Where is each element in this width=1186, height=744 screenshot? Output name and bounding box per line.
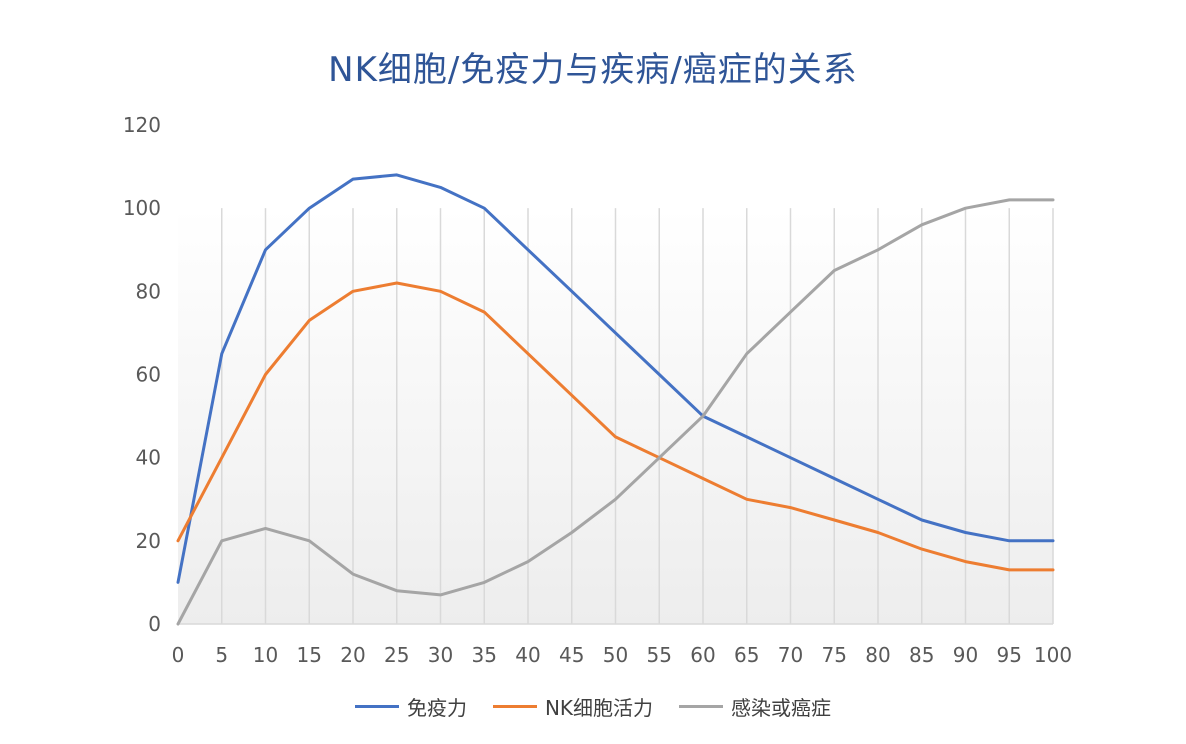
axes: 0 20 40 60 80 100 120 0 5 10 15 20 25 30 35 40 45 50 55 60 6…	[123, 113, 1072, 667]
x-tick-label: 75	[822, 643, 847, 667]
legend-swatch	[492, 705, 537, 708]
x-tick-label: 15	[297, 643, 322, 667]
y-tick-label: 120	[123, 113, 161, 137]
y-tick-label: 20	[136, 529, 161, 553]
x-tick-label: 10	[253, 643, 278, 667]
x-tick-label: 35	[472, 643, 497, 667]
x-tick-label: 30	[428, 643, 453, 667]
x-tick-label: 70	[778, 643, 803, 667]
y-tick-label: 80	[136, 279, 161, 303]
series-line-2	[176, 281, 1055, 572]
x-tick-label: 55	[647, 643, 672, 667]
x-tick-label: 100	[1034, 643, 1072, 667]
x-tick-label: 45	[559, 643, 584, 667]
x-tick-label: 60	[690, 643, 715, 667]
y-tick-label: 40	[136, 446, 161, 470]
x-tick-label: 95	[997, 643, 1022, 667]
x-tick-label: 20	[340, 643, 365, 667]
legend-item-1: 免疫力	[354, 692, 467, 721]
x-tick-label: 65	[734, 643, 759, 667]
series-line-1	[176, 173, 1055, 584]
y-tick-label: 100	[123, 196, 161, 220]
chart-title: NK细胞/免疫力与疾病/癌症的关系	[328, 50, 858, 90]
y-tick-label: 0	[148, 612, 161, 636]
legend-item-3: 感染或癌症	[679, 692, 831, 721]
x-tick-label: 50	[603, 643, 628, 667]
legend: 免疫力 NK细胞活力 感染或癌症	[0, 692, 1186, 721]
y-tick-label: 60	[136, 363, 161, 387]
series-lines	[176, 173, 1055, 626]
legend-label: 感染或癌症	[731, 696, 832, 720]
x-tick-label: 0	[172, 643, 185, 667]
x-tick-label: 90	[953, 643, 978, 667]
legend-swatch	[679, 705, 724, 708]
series-line-3	[176, 198, 1055, 626]
x-tick-label: 85	[909, 643, 934, 667]
x-tick-label: 25	[384, 643, 409, 667]
x-tick-label: 40	[515, 643, 540, 667]
x-tick-label: 5	[215, 643, 228, 667]
legend-label: NK细胞活力	[544, 696, 654, 720]
legend-label: 免疫力	[406, 696, 467, 720]
legend-swatch	[354, 705, 399, 708]
legend-item-2: NK细胞活力	[492, 692, 654, 721]
x-tick-label: 80	[865, 643, 890, 667]
